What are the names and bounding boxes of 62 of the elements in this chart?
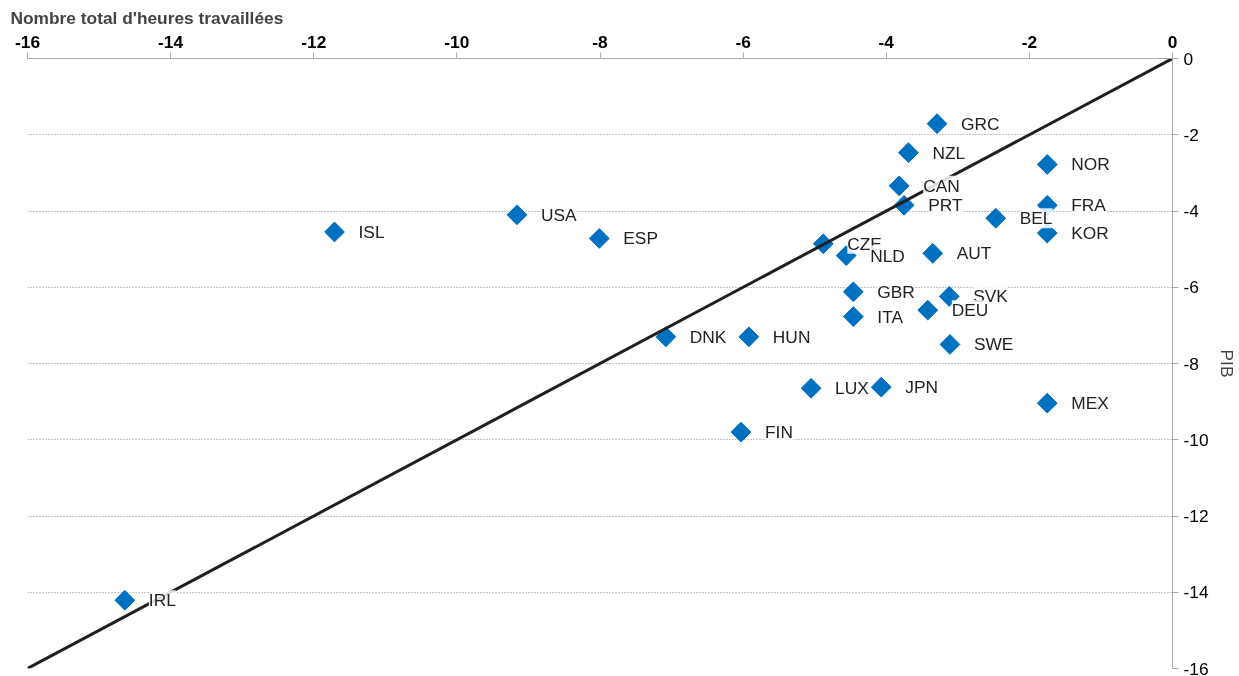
- point: [926, 113, 948, 135]
- point: [888, 175, 910, 197]
- point: [1036, 154, 1058, 175]
- x-tick-label: -10: [444, 31, 470, 52]
- annotation: DNK: [689, 326, 727, 347]
- point: [655, 326, 677, 348]
- point: [870, 376, 892, 398]
- x-tick-label: -14: [158, 31, 184, 52]
- annotation: SWE: [973, 334, 1014, 355]
- y-tick-label: -14: [1183, 582, 1209, 603]
- annotation: LUX: [835, 378, 870, 399]
- annotation: FIN: [764, 422, 793, 443]
- x-tick-label: -6: [735, 31, 752, 52]
- point: [917, 299, 939, 321]
- annotation: BEL: [1019, 208, 1053, 229]
- annotation: JPN: [905, 377, 938, 398]
- y-tick-label: -4: [1183, 201, 1200, 221]
- point: [842, 306, 864, 328]
- annotation: GBR: [877, 281, 915, 302]
- x-tick-label: -2: [1021, 31, 1038, 52]
- x-tick-label: -8: [592, 31, 609, 52]
- x-axis-title: Nombre total d'heures travaillées: [10, 7, 284, 28]
- x-tick-label: 0: [1167, 31, 1178, 52]
- annotation: IRL: [148, 590, 177, 611]
- point: [898, 142, 919, 164]
- y-tick-label: -8: [1183, 353, 1199, 374]
- annotation: PRT: [928, 195, 963, 216]
- annotation: CAN: [923, 175, 960, 196]
- point: [922, 242, 944, 264]
- point: [1036, 392, 1058, 414]
- point: [730, 421, 752, 443]
- point: [506, 204, 528, 226]
- y-axis-title: PIB: [1216, 349, 1237, 378]
- annotation: ITA: [877, 306, 904, 327]
- point: [985, 207, 1007, 229]
- annotation: HUN: [772, 326, 811, 347]
- point: [738, 326, 760, 348]
- y-tick-label: -2: [1183, 124, 1199, 145]
- annotation: GRC: [961, 113, 1000, 134]
- x-tick-label: -16: [14, 31, 41, 52]
- point: [842, 281, 864, 303]
- annotation: NOR: [1071, 154, 1110, 175]
- point: [324, 221, 345, 243]
- y-tick-label: -10: [1183, 429, 1209, 450]
- annotation: FRA: [1071, 195, 1107, 216]
- y-tick-label: -16: [1183, 658, 1209, 676]
- annotation: ESP: [623, 228, 658, 249]
- annotation: AUT: [956, 243, 992, 264]
- annotation: ISL: [358, 221, 385, 242]
- y-tick-label: 0: [1183, 48, 1194, 69]
- x-tick-label: -4: [878, 31, 895, 52]
- annotation: MEX: [1071, 393, 1110, 414]
- point: [588, 228, 610, 249]
- annotation: NZL: [932, 142, 966, 163]
- x-tick-label: -12: [301, 31, 327, 52]
- annotation: KOR: [1071, 223, 1109, 244]
- y-tick-label: -6: [1183, 277, 1199, 298]
- annotation: USA: [540, 204, 578, 225]
- point: [800, 377, 822, 399]
- y-tick-label: -12: [1183, 506, 1209, 526]
- point: [114, 589, 136, 611]
- point: [939, 334, 961, 355]
